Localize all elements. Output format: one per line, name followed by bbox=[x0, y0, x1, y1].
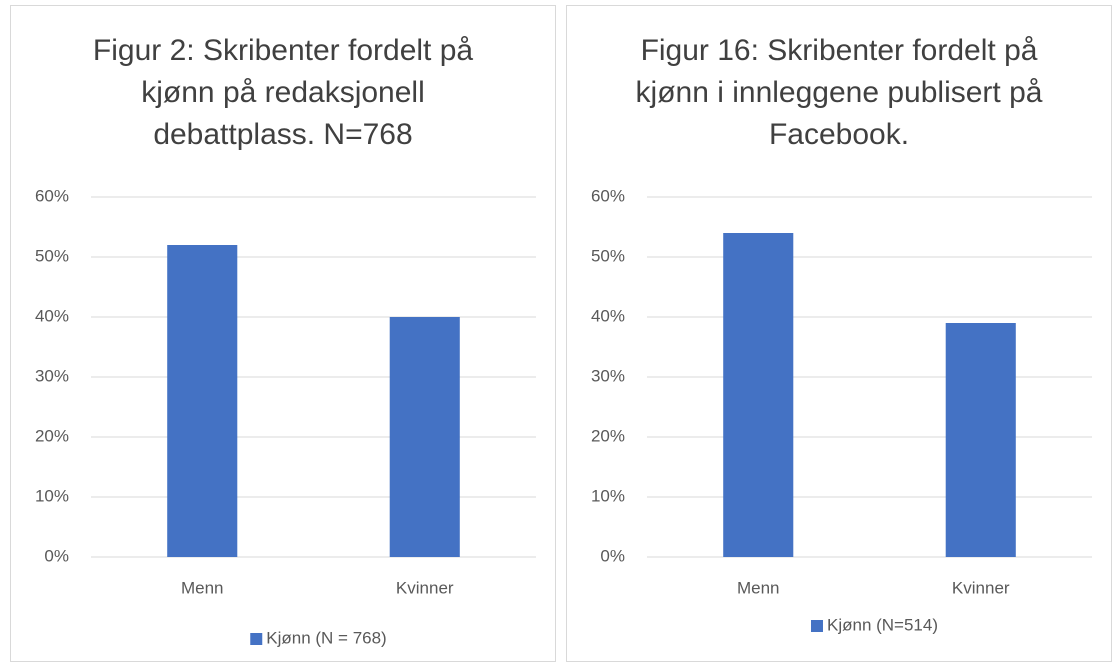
chart-title: Figur 2: Skribenter fordelt på kjønn på … bbox=[92, 34, 474, 151]
chart-panel: 0% 10% 20% 30% 40% 50% 60% Menn Kvinner Kjønn (N … bbox=[10, 5, 556, 662]
y-tick-label: 30% bbox=[591, 366, 625, 385]
chart-title: Figur 16: Skribenter fordelt på kjønn i … bbox=[635, 34, 1043, 151]
legend-label: Kjønn (N=514) bbox=[827, 615, 938, 634]
y-tick-label: 50% bbox=[591, 246, 625, 265]
chart: 0% 10% 20% 30% 40% 50% 60% Menn Kvinner Kjønn (N … bbox=[35, 186, 536, 647]
x-tick-label: Menn bbox=[181, 578, 224, 597]
x-tick-label: Kvinner bbox=[952, 578, 1010, 597]
y-tick-label: 50% bbox=[35, 246, 69, 265]
bar bbox=[945, 323, 1016, 557]
legend-swatch bbox=[810, 620, 823, 632]
chart: 0% 10% 20% 30% 40% 50% 60% Menn Kvinner Kjønn (N=… bbox=[591, 186, 1092, 634]
y-tick-label: 0% bbox=[600, 546, 625, 565]
bar bbox=[389, 317, 460, 557]
legend-label: Kjønn (N = 768) bbox=[266, 628, 386, 647]
y-tick-label: 60% bbox=[591, 186, 625, 205]
chart-panel: 0% 10% 20% 30% 40% 50% 60% Menn Kvinner Kjønn (N=… bbox=[566, 5, 1112, 662]
x-tick-label: Menn bbox=[737, 578, 780, 597]
y-tick-label: 10% bbox=[591, 486, 625, 505]
y-tick-label: 40% bbox=[35, 306, 69, 325]
y-tick-label: 60% bbox=[35, 186, 69, 205]
legend-swatch bbox=[250, 633, 263, 645]
bar bbox=[167, 245, 238, 557]
y-tick-label: 40% bbox=[591, 306, 625, 325]
y-tick-label: 0% bbox=[44, 546, 69, 565]
x-tick-label: Kvinner bbox=[396, 578, 454, 597]
y-tick-label: 20% bbox=[35, 426, 69, 445]
bar bbox=[723, 233, 794, 557]
y-tick-label: 20% bbox=[591, 426, 625, 445]
y-tick-label: 30% bbox=[35, 366, 69, 385]
y-tick-label: 10% bbox=[35, 486, 69, 505]
